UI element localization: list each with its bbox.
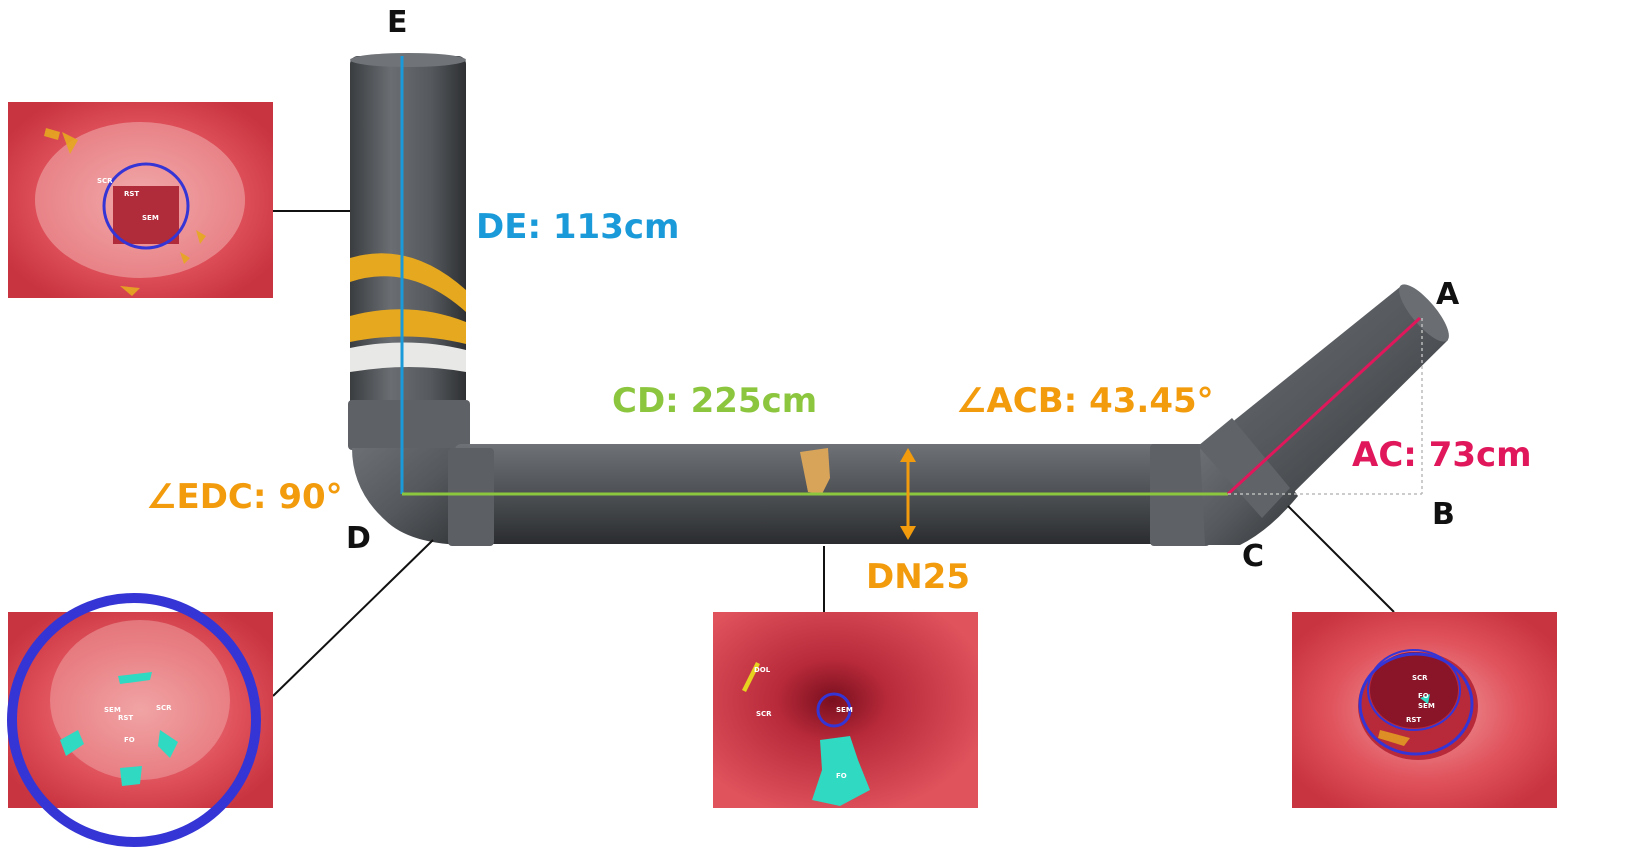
leader-bottom-right xyxy=(1287,505,1395,613)
inset-region-label: SCR xyxy=(97,177,113,185)
leader-bottom-left xyxy=(272,539,434,697)
white-tape xyxy=(350,342,466,372)
point-d-label: D xyxy=(346,521,371,556)
point-e-label: E xyxy=(387,5,408,40)
pipe-assembly xyxy=(348,53,1449,546)
inset-bottom-right: SCR FO SEM RST xyxy=(1292,612,1557,808)
inset-region-label: FO xyxy=(836,772,847,780)
elbow-d xyxy=(352,448,470,545)
inset-region-label: SEM xyxy=(836,706,853,714)
point-c-label: C xyxy=(1242,539,1264,574)
acb-measurement: ∠ACB: 43.45° xyxy=(956,381,1214,421)
angled-coupling xyxy=(1198,418,1290,518)
inset-region-label: FO xyxy=(1418,692,1429,700)
yellow-tape-2 xyxy=(350,309,466,344)
angled-pipe-end xyxy=(1399,284,1449,342)
left-coupling xyxy=(448,448,494,546)
inset-top-left-ring xyxy=(102,162,190,250)
vertical-pipe-top-rim xyxy=(350,53,466,67)
inset-bottom-left: SEM RST SCR FO xyxy=(7,593,273,847)
inset-bottom-left-ring xyxy=(7,593,261,847)
inset-bottom-middle: DOL SCR SEM FO xyxy=(713,612,978,808)
inset-region-label: SCR xyxy=(156,704,172,712)
dn-measurement: DN25 xyxy=(866,557,970,597)
ac-line xyxy=(1226,316,1422,496)
de-measurement: DE: 113cm xyxy=(476,207,679,247)
inset-region-label: SCR xyxy=(756,710,772,718)
leader-lines xyxy=(272,210,1395,697)
inset-top-left: SCR RST SEM xyxy=(8,102,273,298)
tan-tape xyxy=(800,448,830,494)
measurement-lines xyxy=(400,56,1423,540)
inset-region-label: SEM xyxy=(1418,702,1435,710)
cd-measurement: CD: 225cm xyxy=(612,381,817,421)
ac-measurement: AC: 73cm xyxy=(1352,435,1532,475)
inset-bottom-right-ring xyxy=(1358,652,1474,756)
edc-measurement: ∠EDC: 90° xyxy=(146,477,343,517)
vertical-coupling xyxy=(348,400,470,450)
angled-pipe xyxy=(1200,287,1448,500)
inset-region-label: DOL xyxy=(754,666,771,674)
dn-double-arrow xyxy=(900,448,916,540)
inset-region-label: RST xyxy=(124,190,139,198)
inset-region-label: FO xyxy=(124,736,135,744)
inset-bottom-middle-ring xyxy=(816,692,852,728)
inset-region-label: SEM xyxy=(104,706,121,714)
yellow-tape-1 xyxy=(350,253,466,312)
point-a-label: A xyxy=(1436,277,1460,312)
inset-region-label: SEM xyxy=(142,214,159,222)
point-b-label: B xyxy=(1432,497,1455,532)
inset-region-label: RST xyxy=(1406,716,1421,724)
inset-region-label: RST xyxy=(118,714,133,722)
inset-region-label: SCR xyxy=(1412,674,1428,682)
